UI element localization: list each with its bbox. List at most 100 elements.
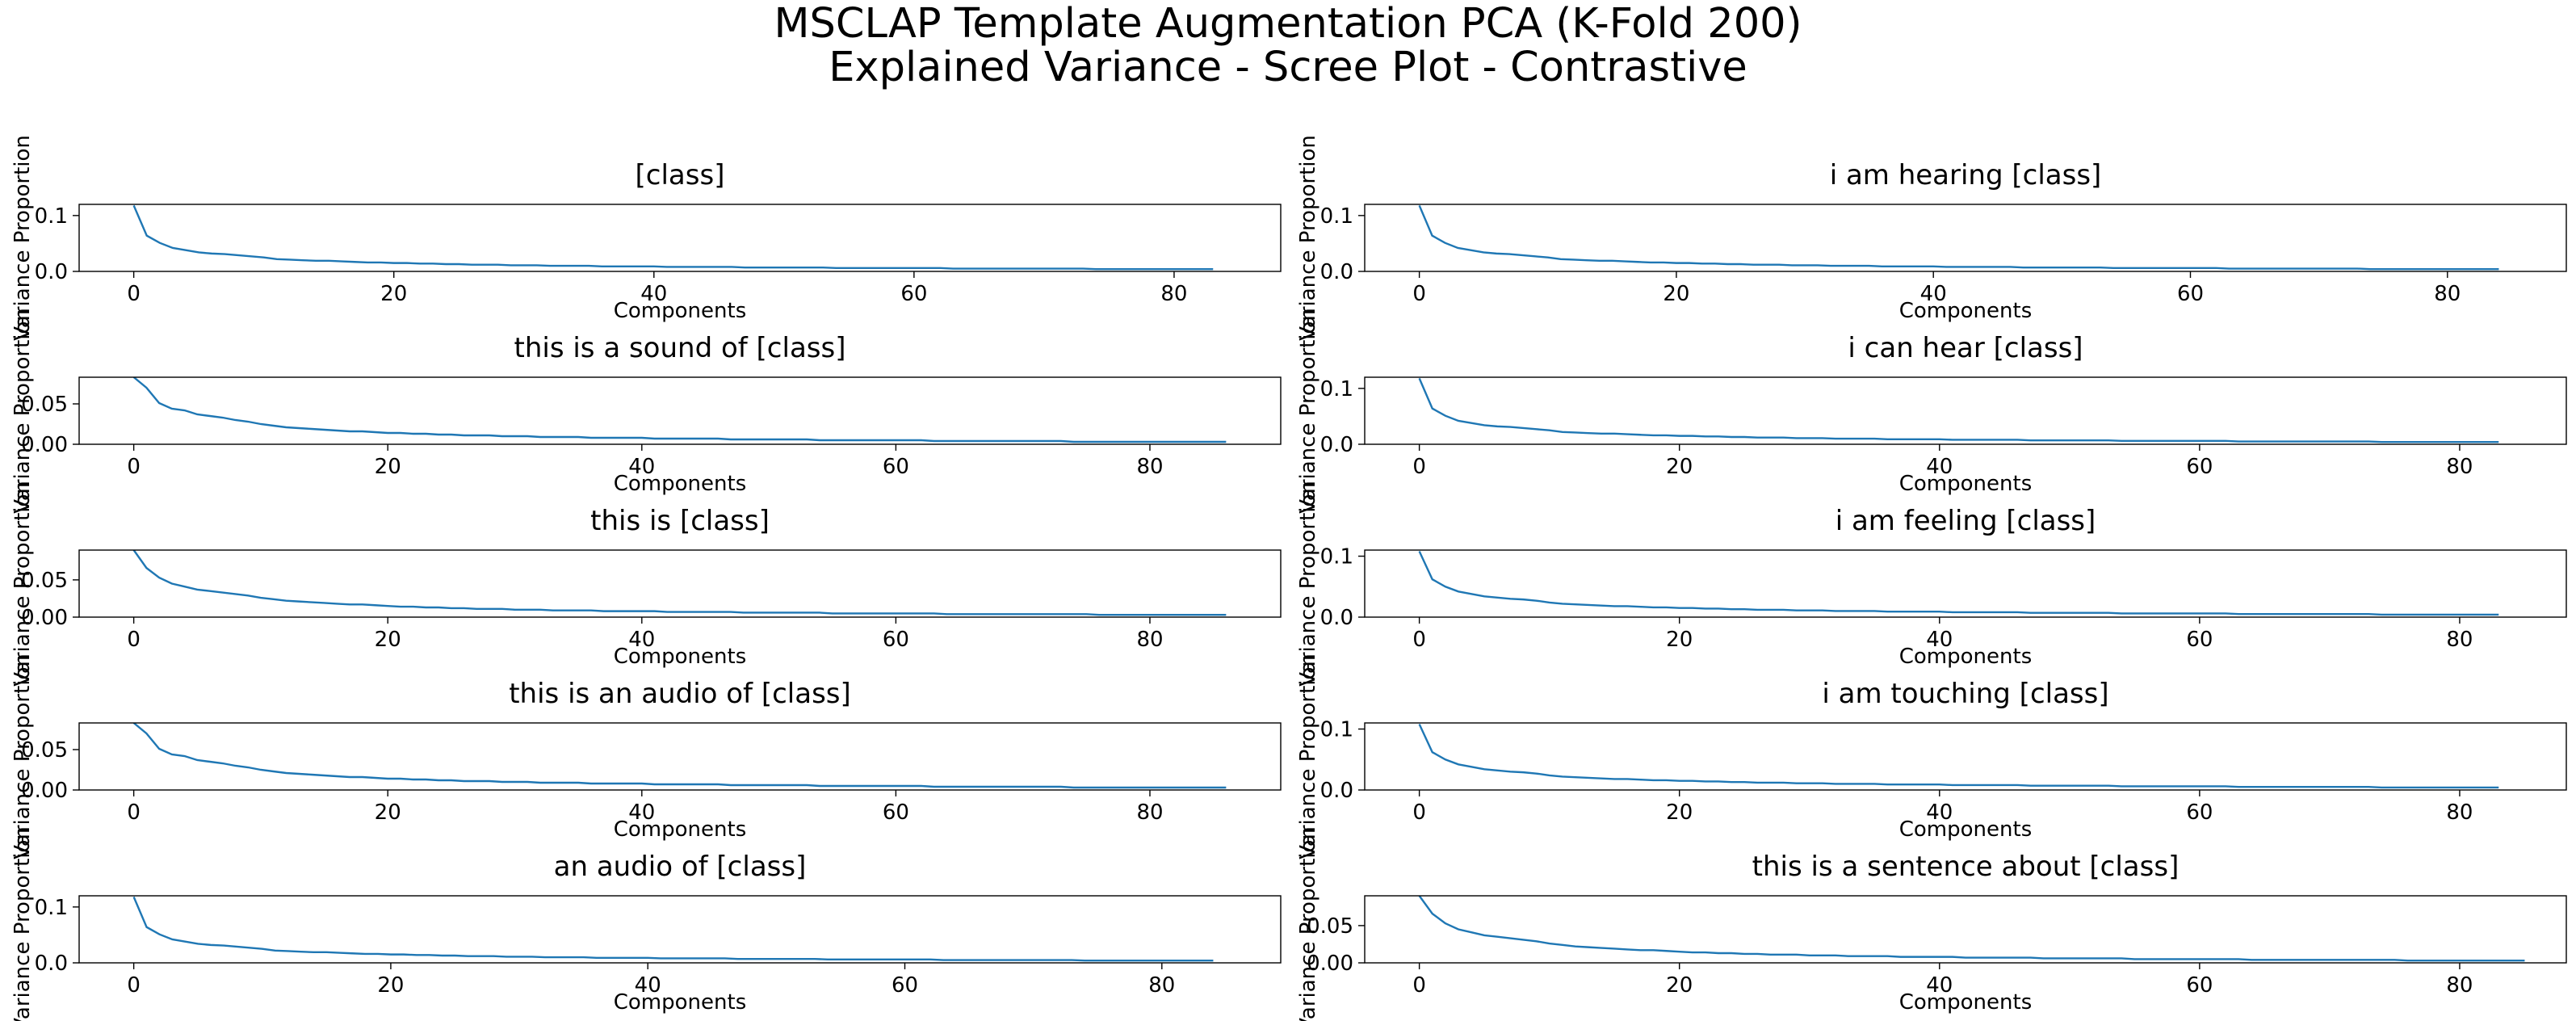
subplot-class: [class] 0 20 40 60 80 0.0 0.1 Components Variance… <box>0 135 1284 341</box>
x-tick-label: 40 <box>1926 628 1953 652</box>
subplot-this-is: this is [class] 0 20 40 60 80 0.00 0.05 Componen… <box>0 481 1284 687</box>
x-tick-label: 40 <box>628 455 655 479</box>
y-axis-label: Variance Proportion <box>1296 135 1320 341</box>
chart-svg: this is [class] 0 20 40 60 80 0.00 0.05 Componen… <box>10 481 1282 687</box>
chart-svg: i can hear [class] 0 20 40 60 80 0.0 0.1 Compone… <box>1296 308 2567 514</box>
x-tick-label: 80 <box>1136 800 1163 825</box>
x-tick-label: 60 <box>2177 282 2204 306</box>
variance-line <box>1418 204 2499 271</box>
y-tick-label: 0.05 <box>1307 914 1353 939</box>
subplot-title: i am feeling [class] <box>1836 505 2096 537</box>
x-tick-label: 80 <box>1136 455 1163 479</box>
x-axis-label: Components <box>614 817 747 842</box>
y-tick-label: 0.1 <box>35 896 68 920</box>
x-tick-label: 0 <box>1412 973 1426 998</box>
x-axis-label: Components <box>1899 472 2033 496</box>
axes-frame <box>78 895 1282 964</box>
x-axis-label: Components <box>614 990 747 1015</box>
chart-svg: an audio of [class] 0 20 40 60 80 0.0 0.1 Compon… <box>10 826 1282 1021</box>
x-tick-label: 40 <box>1926 455 1953 479</box>
x-tick-label: 60 <box>892 973 918 998</box>
subplot-i-am-feeling: i am feeling [class] 0 20 40 60 80 0.0 0.1 Compo… <box>1286 481 2570 687</box>
x-tick-label: 60 <box>883 628 909 652</box>
figure-title-line-1: MSCLAP Template Augmentation PCA (K-Fold… <box>774 0 1802 48</box>
y-tick-label: 0.1 <box>1320 718 1353 742</box>
axes-frame <box>1364 895 2567 964</box>
x-tick-label: 60 <box>883 455 909 479</box>
x-tick-label: 80 <box>1160 282 1187 306</box>
subplot-i-am-touching: i am touching [class] 0 20 40 60 80 0.0 0.1 Comp… <box>1286 653 2570 859</box>
x-tick-label: 0 <box>1412 800 1426 825</box>
y-axis-label: Variance Proportion <box>10 826 35 1021</box>
y-tick-label: 0.1 <box>1320 204 1353 229</box>
y-tick-label: 0.00 <box>1307 952 1353 976</box>
subplot-title: this is [class] <box>590 505 770 537</box>
x-tick-label: 40 <box>628 800 655 825</box>
variance-line <box>1418 724 2499 789</box>
x-tick-label: 60 <box>2186 455 2213 479</box>
variance-line <box>132 377 1227 443</box>
y-tick-label: 0.0 <box>1320 433 1353 457</box>
axes-frame <box>1364 549 2567 618</box>
subplot-an-audio-of: an audio of [class] 0 20 40 60 80 0.0 0.1 Compon… <box>0 826 1284 1021</box>
x-tick-label: 0 <box>127 628 141 652</box>
subplot-title: this is a sentence about [class] <box>1752 851 2180 883</box>
chart-svg: i am touching [class] 0 20 40 60 80 0.0 0.1 Comp… <box>1296 653 2567 859</box>
variance-line <box>132 896 1214 962</box>
x-tick-label: 0 <box>127 973 141 998</box>
chart-svg: i am feeling [class] 0 20 40 60 80 0.0 0.1 Compo… <box>1296 481 2567 687</box>
y-tick-label: 0.00 <box>21 606 68 630</box>
x-axis-label: Components <box>1899 645 2033 669</box>
x-axis-label: Components <box>1899 299 2033 323</box>
x-axis-label: Components <box>614 299 747 323</box>
subplot-title: i am hearing [class] <box>1830 159 2102 191</box>
x-tick-label: 60 <box>883 800 909 825</box>
y-tick-label: 0.05 <box>21 569 68 593</box>
subplot-title: i am touching [class] <box>1822 678 2108 710</box>
x-tick-label: 40 <box>1920 282 1947 306</box>
variance-line <box>132 723 1227 789</box>
subplot-title: i can hear [class] <box>1848 332 2083 364</box>
x-axis-label: Components <box>614 645 747 669</box>
x-tick-label: 40 <box>1926 800 1953 825</box>
x-tick-label: 20 <box>1666 455 1693 479</box>
y-tick-label: 0.05 <box>21 393 68 417</box>
x-tick-label: 20 <box>1666 973 1693 998</box>
x-tick-label: 80 <box>2446 455 2473 479</box>
y-tick-label: 0.0 <box>1320 606 1353 630</box>
x-tick-label: 20 <box>1666 800 1693 825</box>
axes-frame <box>1364 376 2567 445</box>
axes-frame <box>1364 722 2567 791</box>
x-tick-label: 40 <box>635 973 661 998</box>
y-tick-label: 0.1 <box>1320 377 1353 401</box>
x-tick-label: 60 <box>900 282 927 306</box>
x-tick-label: 80 <box>1148 973 1175 998</box>
x-tick-label: 20 <box>377 973 404 998</box>
subplot-title: an audio of [class] <box>554 851 807 883</box>
x-tick-label: 20 <box>1663 282 1689 306</box>
variance-line <box>1418 896 2525 962</box>
x-tick-label: 0 <box>127 282 141 306</box>
variance-line <box>132 550 1227 616</box>
y-tick-label: 0.0 <box>1320 260 1353 284</box>
subplot-this-is-an-audio-of: this is an audio of [class] 0 20 40 60 80 0.00… <box>0 653 1284 859</box>
x-tick-label: 20 <box>380 282 407 306</box>
x-axis-label: Components <box>614 472 747 496</box>
x-tick-label: 0 <box>127 800 141 825</box>
subplot-i-can-hear: i can hear [class] 0 20 40 60 80 0.0 0.1 Compone… <box>1286 308 2570 514</box>
x-tick-label: 40 <box>1926 973 1953 998</box>
subplot-title: this is an audio of [class] <box>509 678 851 710</box>
chart-svg: this is a sound of [class] 0 20 40 60 80 0.00 0… <box>10 308 1282 514</box>
axes-frame <box>78 204 1282 272</box>
y-axis-label: Variance Proportion <box>1296 653 1320 859</box>
x-tick-label: 60 <box>2186 800 2213 825</box>
x-tick-label: 20 <box>375 800 401 825</box>
chart-svg: [class] 0 20 40 60 80 0.0 0.1 Components Variance… <box>10 135 1282 341</box>
subplot-title: [class] <box>636 159 725 191</box>
variance-line <box>1418 551 2499 616</box>
axes-frame <box>78 376 1282 445</box>
x-tick-label: 40 <box>628 628 655 652</box>
x-tick-label: 20 <box>375 455 401 479</box>
x-tick-label: 0 <box>1412 455 1426 479</box>
y-tick-label: 0.05 <box>21 738 68 763</box>
